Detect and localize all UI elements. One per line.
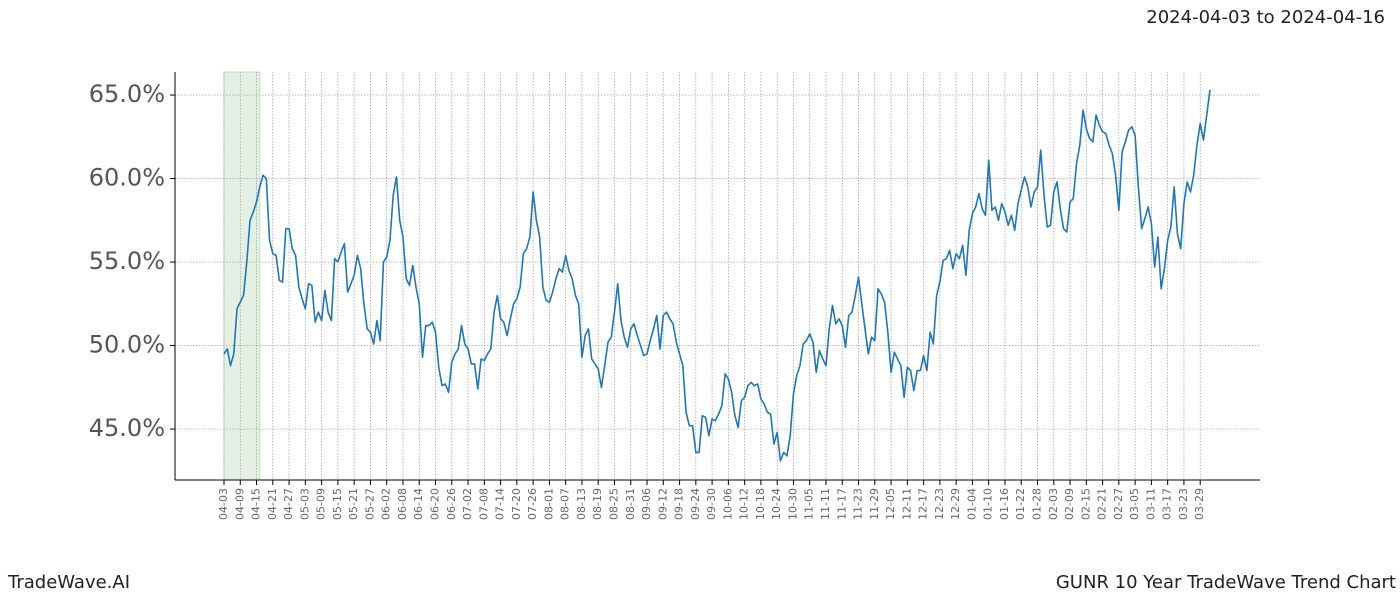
x-tick-label: 11-29 <box>868 488 881 520</box>
x-tick-label: 10-30 <box>786 488 799 520</box>
x-tick-label: 04-09 <box>233 488 246 520</box>
x-tick-label: 05-21 <box>347 488 360 520</box>
y-tick-label: 50.0% <box>89 331 165 359</box>
x-tick-label: 10-12 <box>738 488 751 520</box>
x-tick-label: 07-08 <box>477 488 490 520</box>
x-tick-label: 12-05 <box>884 488 897 520</box>
x-tick-label: 09-18 <box>673 488 686 520</box>
x-tick-label: 06-14 <box>412 488 425 520</box>
watermark: TradeWave.AI <box>7 572 130 593</box>
x-tick-label: 11-17 <box>835 488 848 520</box>
x-tick-label: 12-29 <box>949 488 962 520</box>
x-tick-label: 02-09 <box>1063 488 1076 520</box>
x-tick-label: 05-03 <box>298 488 311 520</box>
x-tick-label: 11-23 <box>852 488 865 520</box>
x-tick-label: 11-11 <box>819 488 832 520</box>
x-tick-label: 08-07 <box>559 488 572 520</box>
x-tick-label: 10-24 <box>770 488 783 520</box>
x-tick-label: 08-25 <box>607 488 620 520</box>
y-tick-label: 45.0% <box>89 414 165 442</box>
x-tick-label: 06-20 <box>429 488 442 520</box>
trend-line <box>223 89 1211 462</box>
date-range: 2024-04-03 to 2024-04-16 <box>1146 7 1385 28</box>
x-tick-label: 07-20 <box>510 488 523 520</box>
x-tick-label: 06-08 <box>396 488 409 520</box>
x-tick-label: 12-17 <box>917 488 930 520</box>
x-tick-label: 07-26 <box>526 488 539 520</box>
x-tick-label: 06-26 <box>445 488 458 520</box>
x-tick-label: 07-14 <box>494 488 507 520</box>
x-tick-label: 09-30 <box>705 488 718 520</box>
x-tick-label: 03-17 <box>1161 488 1174 520</box>
x-tick-label: 10-18 <box>754 488 767 520</box>
x-tick-label: 08-19 <box>591 488 604 520</box>
x-tick-label: 07-02 <box>461 488 474 520</box>
x-tick-label: 05-27 <box>363 488 376 520</box>
x-tick-label: 02-03 <box>1047 488 1060 520</box>
x-tick-label: 05-09 <box>315 488 328 520</box>
x-tick-label: 03-23 <box>1177 488 1190 520</box>
x-tick-label: 04-27 <box>282 488 295 520</box>
x-tick-label: 04-15 <box>250 488 263 520</box>
x-tick-label: 01-04 <box>965 488 978 520</box>
x-tick-label: 05-15 <box>331 488 344 520</box>
y-tick-label: 55.0% <box>89 247 165 275</box>
x-tick-label: 04-21 <box>266 488 279 520</box>
x-tick-label: 12-11 <box>900 488 913 520</box>
x-tick-label: 03-11 <box>1144 488 1157 520</box>
highlight-span <box>223 71 261 481</box>
chart-title: GUNR 10 Year TradeWave Trend Chart <box>1056 572 1396 593</box>
x-tick-label: 01-10 <box>982 488 995 520</box>
y-tick-label: 60.0% <box>89 164 165 192</box>
x-tick-label: 09-12 <box>656 488 669 520</box>
x-tick-label: 01-22 <box>1014 488 1027 520</box>
x-tick-label: 02-27 <box>1112 488 1125 520</box>
y-tick-label: 65.0% <box>89 80 165 108</box>
x-tick-label: 03-29 <box>1193 488 1206 520</box>
x-tick-label: 01-28 <box>1031 488 1044 520</box>
x-tick-label: 02-15 <box>1079 488 1092 520</box>
x-tick-label: 04-03 <box>217 488 230 520</box>
x-tick-label: 01-16 <box>998 488 1011 520</box>
x-tick-label: 08-13 <box>575 488 588 520</box>
x-tick-label: 08-01 <box>542 488 555 520</box>
x-tick-label: 06-02 <box>380 488 393 520</box>
x-tick-label: 11-05 <box>803 488 816 520</box>
x-tick-label: 02-21 <box>1096 488 1109 520</box>
x-tick-label: 09-06 <box>640 488 653 520</box>
x-tick-label: 08-31 <box>624 488 637 520</box>
x-tick-label: 03-05 <box>1128 488 1141 520</box>
x-tick-label: 10-06 <box>721 488 734 520</box>
x-tick-label: 12-23 <box>933 488 946 520</box>
x-tick-label: 09-24 <box>689 488 702 520</box>
